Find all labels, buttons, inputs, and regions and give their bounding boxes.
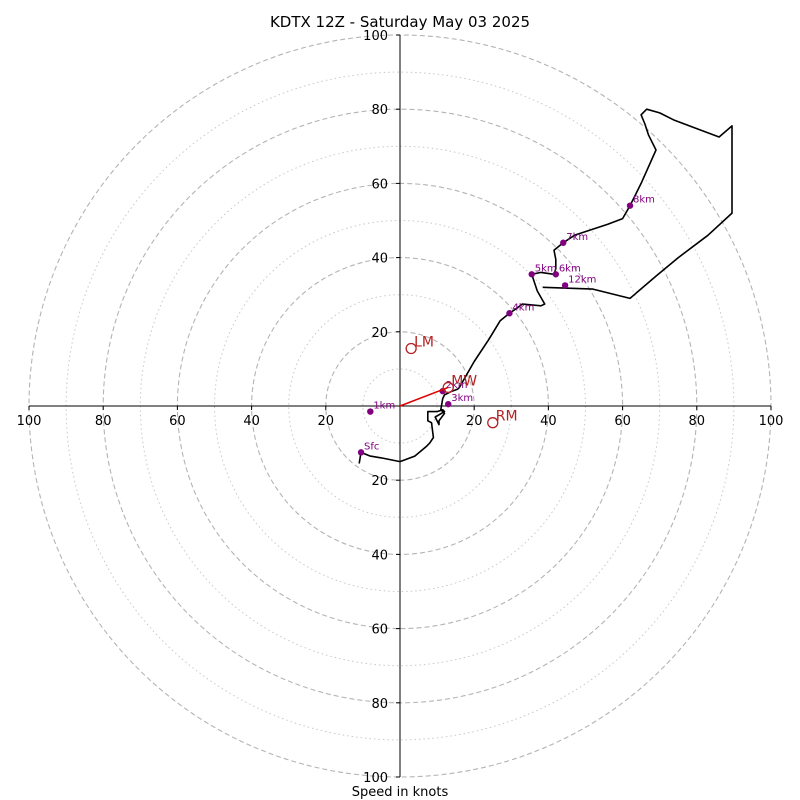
storm-motion-point [487,417,499,429]
height-marker-point [626,202,634,209]
chart-title: KDTX 12Z - Saturday May 03 2025 [270,13,530,31]
height-marker-label: 4km [512,302,534,313]
height-marker-label: Sfc [364,441,379,452]
x-tick-label: 40 [243,414,260,429]
y-tick-label: 40 [371,252,388,267]
x-tick-label: 20 [318,414,335,429]
x-tick-label: 100 [17,414,42,429]
height-marker-point [445,400,452,408]
height-marker-point [357,449,365,456]
height-marker-label: 3km [451,393,473,404]
x-tick-label: 80 [95,414,112,429]
height-marker-point [506,310,513,317]
height-marker-label: 5km [535,263,557,274]
storm-motion-label: LM [414,334,434,350]
height-marker-label: 2km [446,380,468,391]
x-tick-label: 60 [614,414,631,429]
y-tick-label: 100 [363,771,388,786]
y-tick-label: 80 [371,103,388,118]
y-tick-label: 20 [371,474,388,489]
y-tick-label: 40 [371,548,388,563]
x-tick-label: 60 [169,414,186,429]
x-tick-label: 40 [540,414,557,429]
height-marker-label: 6km [559,263,581,274]
x-tick-label: 100 [759,414,784,429]
storm-motion-markers: LM MW RM [399,334,518,429]
y-tick-label: 20 [371,326,388,341]
wind-profile-line [358,108,733,464]
hodograph-trace [358,108,733,464]
height-marker-point [560,239,567,246]
height-marker-label: 7km [566,232,588,243]
mean-wind-vector [399,386,449,407]
x-axis-label: Speed in knots [352,785,449,800]
height-marker-point [528,271,535,278]
storm-motion-point [442,381,454,394]
height-marker-point [561,282,569,289]
height-marker-label: 1km [373,401,395,412]
x-tick-label: 20 [466,414,483,429]
storm-motion-point [405,342,417,355]
y-tick-label: 60 [371,623,388,638]
height-marker-label: 8km [633,195,655,206]
height-marker-point [552,271,560,278]
tick-labels: 100 80 60 40 20 20 40 60 80 100 100 80 60 40 20 20 40 60 8… [17,29,784,786]
x-tick-label: 80 [689,414,706,429]
height-markers: Sfc 1km 2km 3km 4km 5km 6km 7km 8km 12km [357,195,655,456]
height-marker-label: 12km [568,274,596,285]
y-tick-label: 100 [363,29,388,44]
storm-motion-label: MW [451,373,477,389]
y-tick-label: 60 [371,177,388,192]
y-tick-label: 80 [371,697,388,712]
storm-motion-label: RM [496,409,518,425]
height-marker-point [367,408,374,415]
